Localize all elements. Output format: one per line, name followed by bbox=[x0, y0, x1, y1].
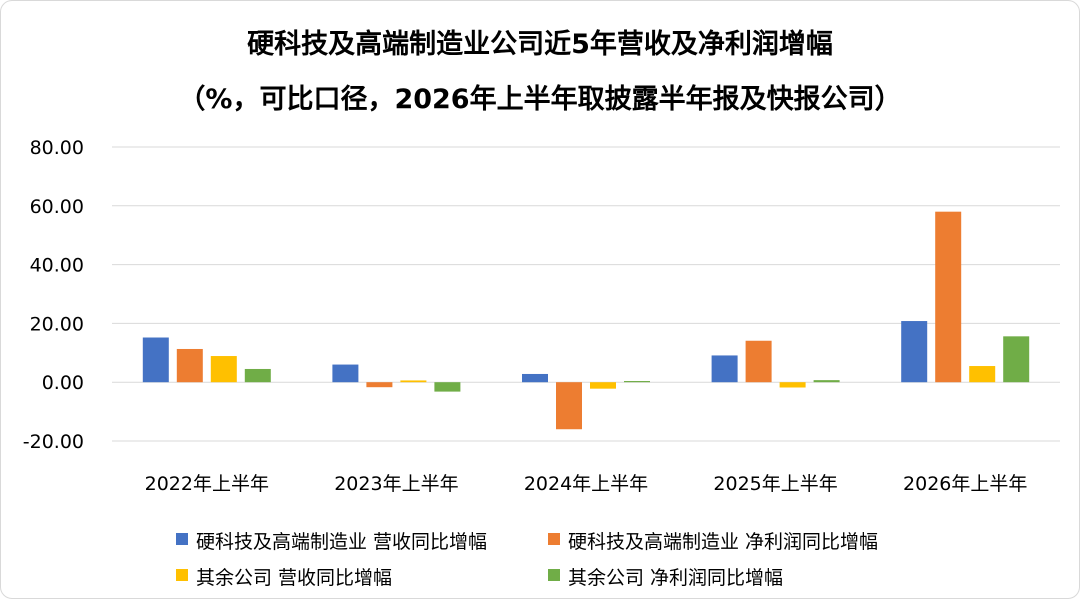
bar-series-3-cat-1 bbox=[210, 356, 237, 383]
y-tick-label: -20.00 bbox=[23, 431, 84, 453]
y-tick-label: 0.00 bbox=[42, 372, 84, 394]
bar-series-2-cat-5 bbox=[935, 211, 962, 383]
legend-item-2: 硬科技及高端制造业 净利润同比增幅 bbox=[548, 527, 878, 554]
legend-swatch-4 bbox=[548, 568, 560, 581]
legend-label-4: 其余公司 净利润同比增幅 bbox=[568, 567, 784, 589]
x-tick-label: 2024年上半年 bbox=[524, 473, 648, 495]
bars bbox=[142, 211, 1030, 430]
legend-label-3: 其余公司 营收同比增幅 bbox=[196, 567, 393, 589]
y-tick-label: 20.00 bbox=[30, 313, 84, 335]
bar-series-1-cat-3 bbox=[522, 373, 548, 383]
bar-series-3-cat-4 bbox=[779, 382, 806, 388]
bar-series-4-cat-2 bbox=[434, 382, 461, 392]
bar-series-1-cat-4 bbox=[711, 355, 738, 383]
bar-series-2-cat-3 bbox=[556, 382, 582, 430]
bar-series-3-cat-2 bbox=[400, 380, 427, 383]
x-tick-label: 2025年上半年 bbox=[713, 473, 837, 495]
gridlines bbox=[112, 146, 1060, 442]
x-tick-label: 2023年上半年 bbox=[334, 473, 458, 495]
bar-series-4-cat-1 bbox=[244, 368, 271, 383]
bar-series-1-cat-2 bbox=[332, 364, 359, 383]
bar-series-4-cat-4 bbox=[813, 380, 840, 383]
bar-series-2-cat-1 bbox=[176, 348, 203, 383]
legend-label-1: 硬科技及高端制造业 营收同比增幅 bbox=[196, 531, 488, 553]
legend-item-1: 硬科技及高端制造业 营收同比增幅 bbox=[176, 527, 487, 554]
bar-series-3-cat-3 bbox=[590, 382, 616, 389]
chart-subtitle: （%，可比口径，2026年上半年取披露半年报及快报公司） bbox=[178, 84, 902, 115]
y-tick-label: 80.00 bbox=[30, 137, 84, 159]
bar-series-2-cat-2 bbox=[366, 382, 393, 388]
bar-series-4-cat-3 bbox=[624, 381, 650, 383]
legend-swatch-1 bbox=[176, 532, 188, 545]
legend-item-4: 其余公司 净利润同比增幅 bbox=[548, 563, 783, 590]
bar-series-1-cat-1 bbox=[142, 337, 169, 383]
x-axis-ticks: 2022年上半年 2023年上半年 2024年上半年 2025年上半年 2026年上半年 bbox=[145, 473, 1028, 495]
y-tick-label: 40.00 bbox=[30, 255, 84, 277]
bar-series-2-cat-4 bbox=[745, 340, 772, 383]
legend-swatch-3 bbox=[176, 568, 188, 581]
legend-item-3: 其余公司 营收同比增幅 bbox=[176, 563, 392, 590]
legend-swatch-2 bbox=[548, 532, 560, 545]
y-axis-ticks: 80.00 60.00 40.00 20.00 0.00 -20.00 bbox=[23, 137, 84, 453]
x-tick-label: 2022年上半年 bbox=[145, 473, 269, 495]
chart-title: 硬科技及高端制造业公司近5年营收及净利润增幅 bbox=[247, 29, 833, 60]
bar-series-4-cat-5 bbox=[1003, 336, 1030, 383]
x-tick-label: 2026年上半年 bbox=[903, 473, 1027, 495]
y-tick-label: 60.00 bbox=[30, 196, 84, 218]
bar-series-1-cat-5 bbox=[901, 321, 928, 383]
legend-label-2: 硬科技及高端制造业 净利润同比增幅 bbox=[568, 531, 879, 553]
bar-series-3-cat-5 bbox=[969, 366, 996, 383]
